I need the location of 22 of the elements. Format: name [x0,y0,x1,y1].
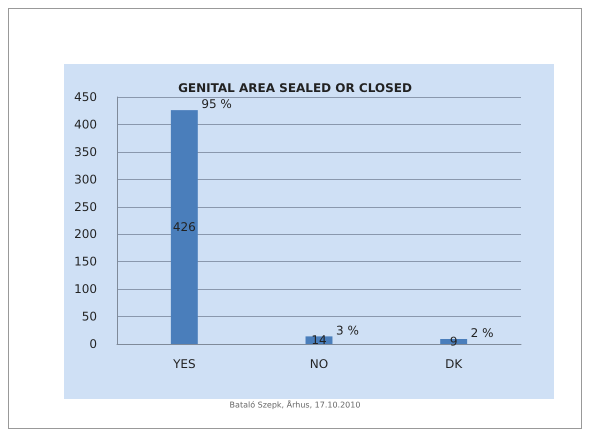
data-label: 9 [450,334,458,349]
y-tick-label: 150 [74,254,97,269]
bar [170,110,198,344]
y-tick-label: 200 [74,227,97,242]
y-tick-label: 450 [74,90,97,104]
annotation: 2 % [470,326,494,340]
annotation: 95 % [201,97,232,112]
text: Bataló Szepk, Århus, 17.10.2010 [230,400,360,410]
annotation: 3 % [336,323,359,338]
data-label: 14 [311,333,327,348]
x-tick-label: NO [310,357,328,371]
x-tick-label: DK [445,357,464,371]
chart-title: GENITAL AREA SEALED OR CLOSED [178,81,412,95]
y-tick-label: 100 [74,282,97,296]
data-label: 426 [172,220,196,234]
y-tick-label: 0 [89,337,97,351]
y-tick-label: 350 [74,144,97,159]
y-tick-label: 400 [74,117,97,132]
y-tick-label: 50 [82,310,97,324]
y-tick-label: 300 [74,172,97,186]
y-tick-label: 250 [74,200,97,214]
x-tick-label: YES [172,357,196,371]
